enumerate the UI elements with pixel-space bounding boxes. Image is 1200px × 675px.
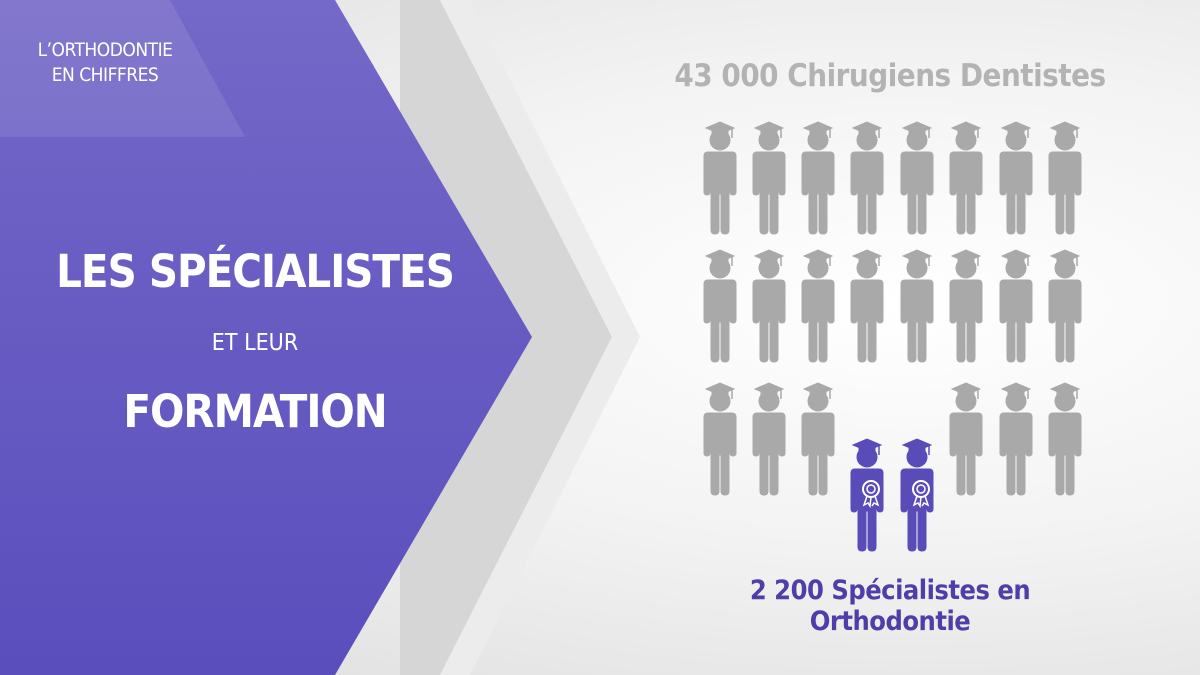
graduate-person-icon [1048,121,1082,235]
section-tag: L’ORTHODONTIE EN CHIFFRES [20,38,190,88]
purple-panel [0,0,532,675]
tag-line-2: EN CHIFFRES [51,64,159,86]
award-ribbon-icon [912,480,930,507]
title-line-3: FORMATION [123,385,387,438]
tag-highlight [0,0,245,137]
graduate-person-icon [703,121,737,235]
graduate-person-icon [850,249,884,363]
graduate-person-icon [801,249,835,363]
graduate-person-icon [999,382,1033,496]
title-line-2: ET LEUR [211,330,299,356]
tag-line-1: L’ORTHODONTIE [37,39,173,61]
dentists-count-label: 43 000 Chirugiens Dentistes [674,58,1106,94]
graduate-person-icon [752,121,786,235]
graduate-person-icon [999,121,1033,235]
graduate-person-icon [850,121,884,235]
graduate-person-icon [703,249,737,363]
graduate-person-icon [949,121,983,235]
graduate-person-icon [999,249,1033,363]
award-ribbon-icon [862,480,880,507]
graduate-person-icon [900,249,934,363]
graduate-person-icon [752,382,786,496]
graduate-person-icon [949,249,983,363]
graduate-person-icon [1048,249,1082,363]
graduate-person-icon [1048,382,1082,496]
specialists-count-label: 2 200 Spécialistes en Orthodontie [749,575,1031,637]
graduate-person-icon [801,121,835,235]
graduate-person-icon [900,121,934,235]
graduate-person-icon [703,382,737,496]
graduate-person-icon [801,382,835,496]
graduate-person-icon [949,382,983,496]
graduate-person-icon [752,249,786,363]
title-line-1: LES SPÉCIALISTES [56,245,455,298]
